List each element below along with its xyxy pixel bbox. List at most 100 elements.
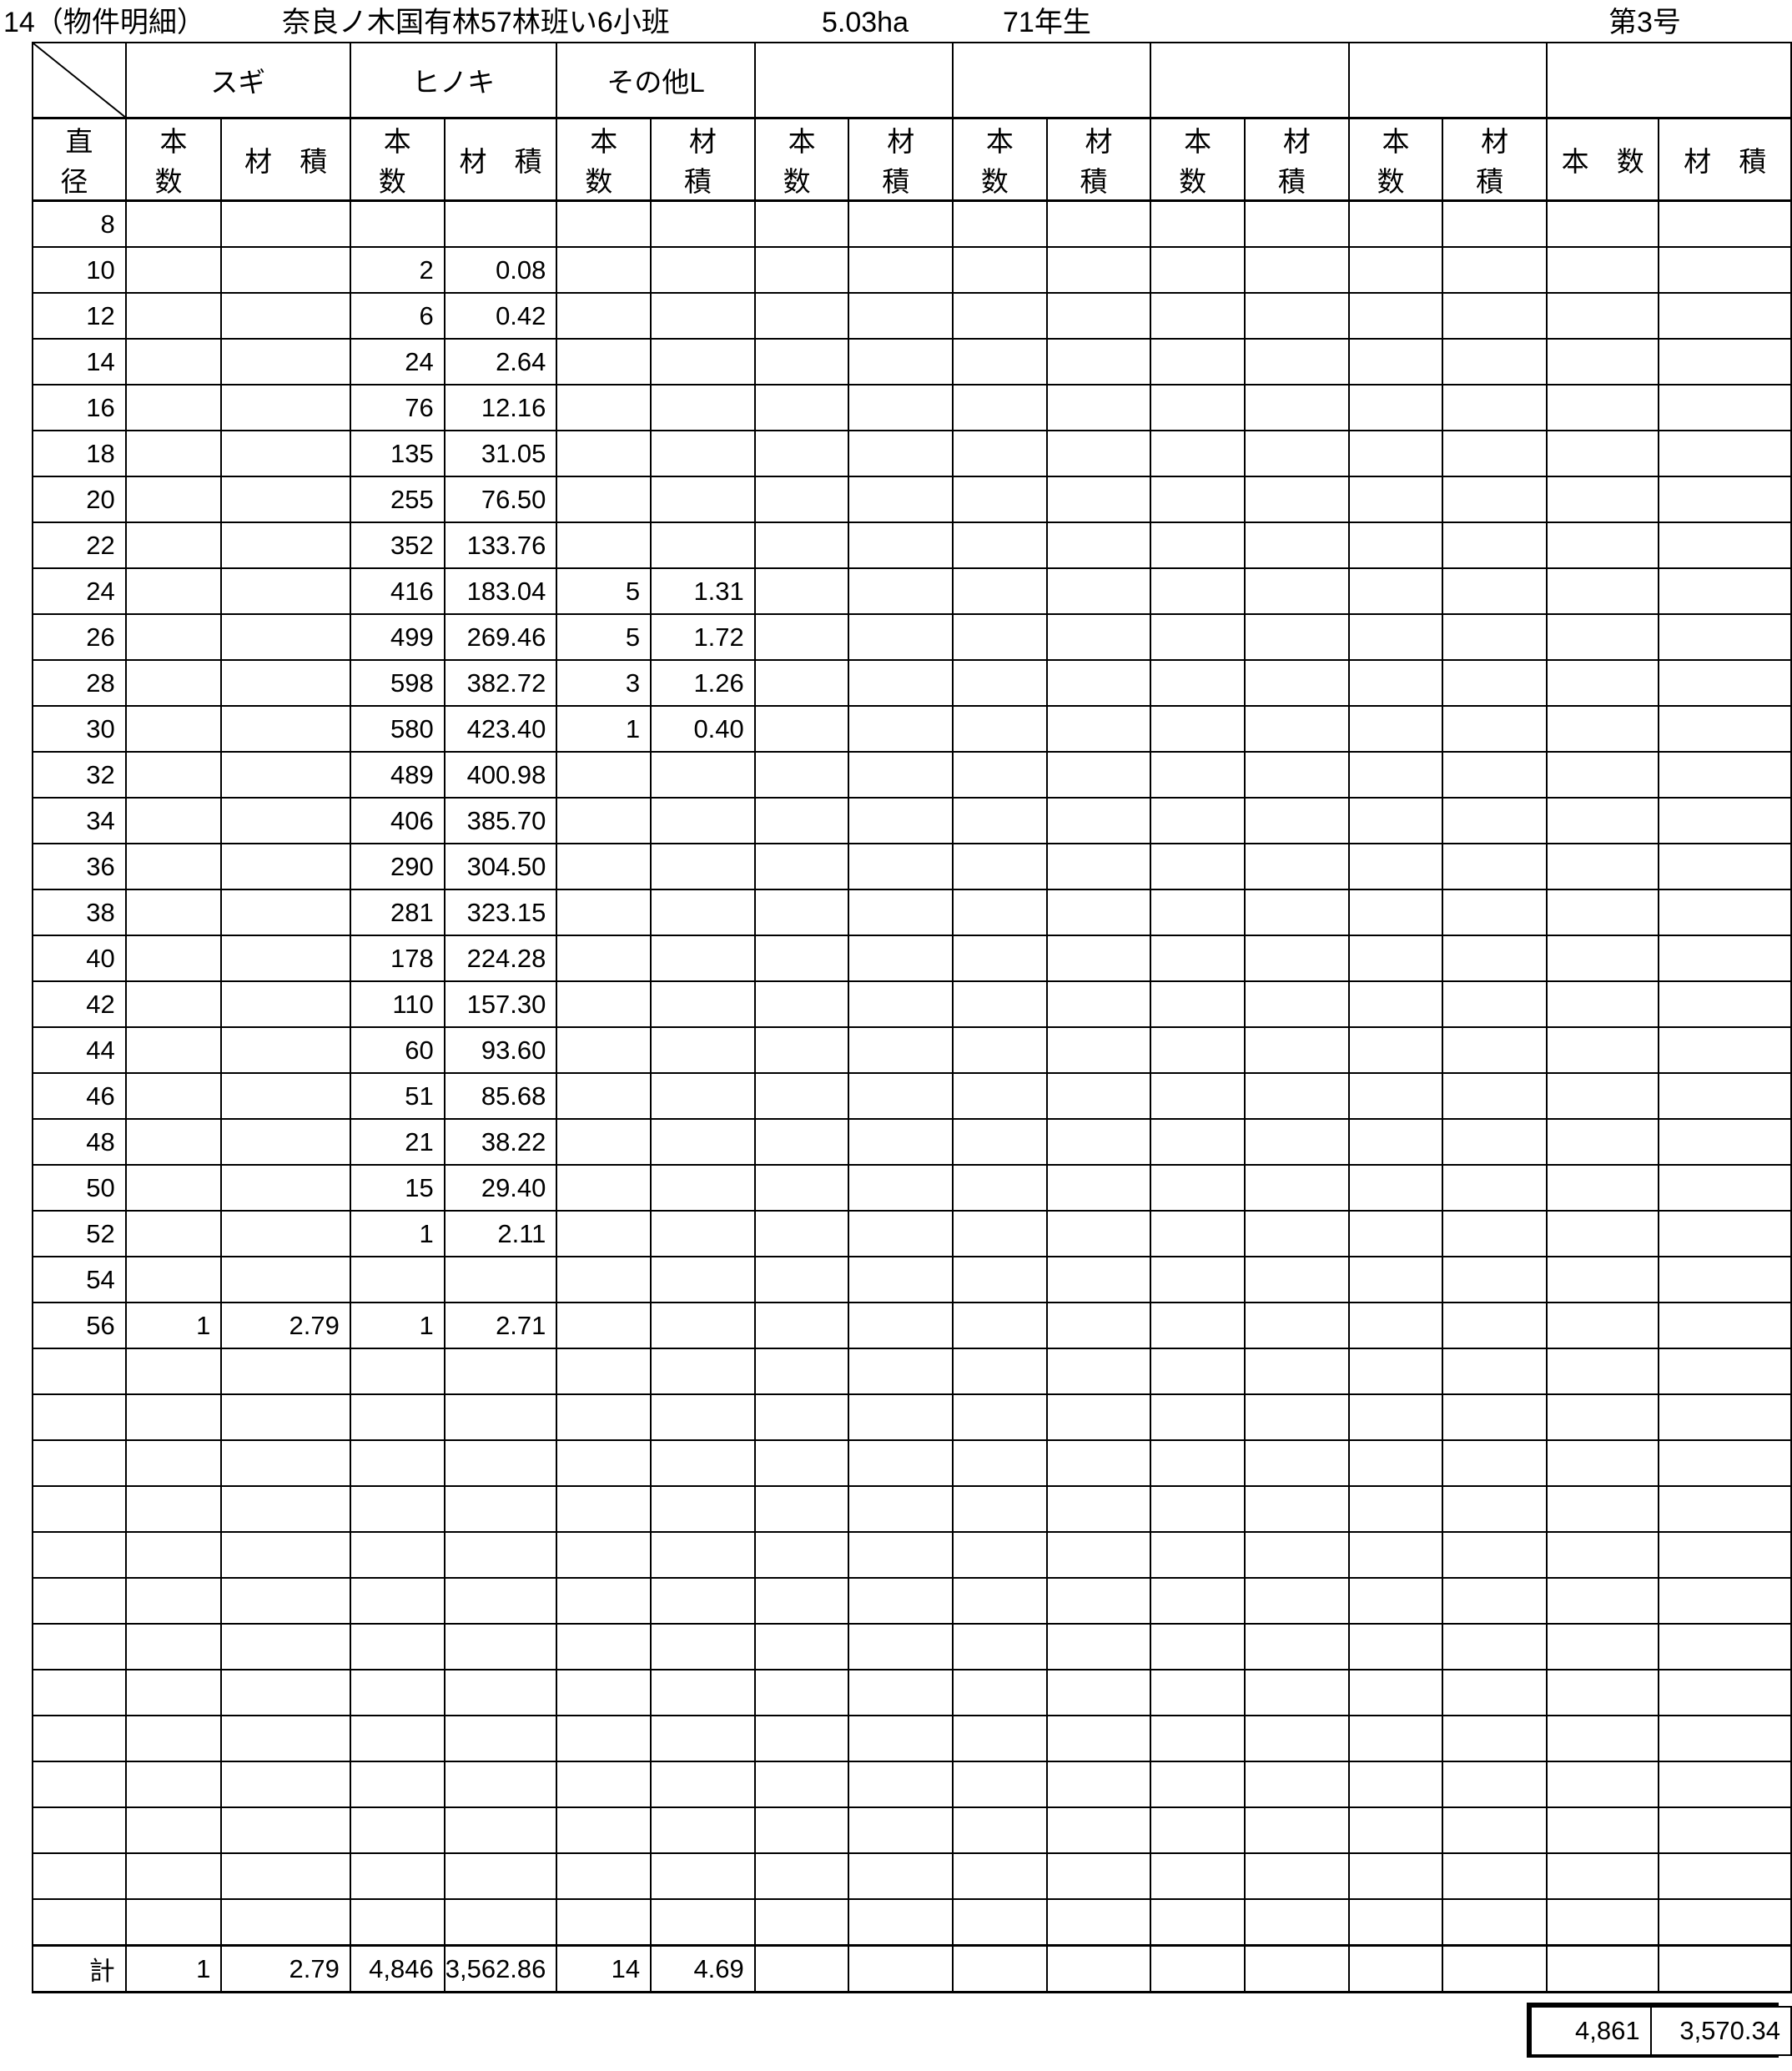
count-cell-5: [952, 1944, 1048, 1993]
volume-cell-8: [1658, 338, 1792, 385]
count-cell-1: [124, 980, 223, 1028]
volume-header-5: 材 積: [1045, 117, 1152, 202]
count-cell-2: 580: [349, 705, 445, 753]
diameter-cell: [32, 1623, 127, 1670]
volume-cell-5: [1045, 751, 1152, 799]
table-row: 52 1 2.11: [32, 1210, 1792, 1257]
volume-cell-7: [1442, 246, 1548, 294]
volume-cell-4: [848, 751, 954, 799]
table-row: 28 598 382.72 3 1.26: [32, 659, 1792, 707]
volume-cell-3: [650, 1302, 756, 1349]
volume-cell-7: [1442, 384, 1548, 431]
count-cell-4: [753, 1577, 850, 1625]
count-cell-3: [556, 292, 652, 340]
count-cell-2: 135: [349, 430, 445, 477]
volume-cell-3: [650, 246, 756, 294]
count-cell-1: [124, 1439, 223, 1487]
volume-cell-5: [1045, 705, 1152, 753]
volume-cell-8: [1658, 797, 1792, 844]
count-cell-5: [952, 980, 1048, 1028]
volume-cell-6: [1244, 1256, 1350, 1303]
count-cell-6: [1150, 292, 1246, 340]
volume-cell-7: [1442, 1210, 1548, 1257]
volume-cell-7: [1442, 1026, 1548, 1074]
volume-cell-7: [1442, 1898, 1548, 1947]
count-cell-5: [952, 613, 1048, 661]
volume-cell-4: [848, 1348, 954, 1395]
count-cell-5: [952, 1302, 1048, 1349]
volume-cell-5: [1045, 1623, 1152, 1670]
count-cell-7: [1347, 1164, 1444, 1212]
volume-cell-7: [1442, 522, 1548, 569]
count-cell-2: 110: [349, 980, 445, 1028]
volume-cell-7: [1442, 659, 1548, 707]
count-cell-1: [124, 1852, 223, 1900]
volume-cell-8: [1658, 1715, 1792, 1762]
volume-cell-8: [1658, 292, 1792, 340]
volume-cell-6: [1244, 843, 1350, 890]
count-cell-2: 24: [349, 338, 445, 385]
count-cell-1: [124, 1898, 223, 1947]
count-cell-2: 489: [349, 751, 445, 799]
count-cell-4: [753, 430, 850, 477]
count-cell-8: [1545, 567, 1660, 615]
volume-cell-2: 183.04: [443, 567, 558, 615]
count-cell-7: [1347, 843, 1444, 890]
grand-total-table: 4,861 3,570.34: [1530, 2006, 1792, 2056]
diameter-cell: 20: [32, 476, 127, 523]
count-cell-3: 3: [556, 659, 652, 707]
table-row: 38 281 323.15: [32, 889, 1792, 936]
volume-cell-3: [650, 1852, 756, 1900]
count-cell-7: [1347, 1806, 1444, 1854]
count-cell-8: [1545, 659, 1660, 707]
count-cell-1: [124, 1118, 223, 1166]
count-cell-1: [124, 1210, 223, 1257]
volume-cell-4: [848, 659, 954, 707]
volume-cell-1: [220, 567, 351, 615]
table-row: 56 1 2.79 1 2.71: [32, 1302, 1792, 1349]
count-cell-6: [1150, 797, 1246, 844]
count-cell-2: 178: [349, 935, 445, 982]
volume-cell-5: [1045, 1669, 1152, 1716]
volume-cell-6: [1244, 935, 1350, 982]
count-cell-4: [753, 1531, 850, 1579]
volume-cell-7: [1442, 1302, 1548, 1349]
count-cell-1: [124, 1256, 223, 1303]
volume-cell-3: [650, 476, 756, 523]
count-cell-2: [349, 1485, 445, 1533]
count-cell-8: [1545, 935, 1660, 982]
count-cell-8: [1545, 797, 1660, 844]
diameter-cell: 32: [32, 751, 127, 799]
count-cell-4: [753, 659, 850, 707]
count-cell-3: [556, 980, 652, 1028]
volume-cell-5: [1045, 843, 1152, 890]
volume-cell-7: [1442, 980, 1548, 1028]
count-cell-2: 416: [349, 567, 445, 615]
volume-cell-5: [1045, 1348, 1152, 1395]
volume-cell-6: [1244, 751, 1350, 799]
count-cell-1: [124, 705, 223, 753]
count-cell-7: [1347, 246, 1444, 294]
volume-cell-5: [1045, 1439, 1152, 1487]
volume-cell-3: [650, 522, 756, 569]
count-cell-5: [952, 1761, 1048, 1808]
count-cell-2: 1: [349, 1302, 445, 1349]
count-cell-5: [952, 338, 1048, 385]
diagonal-slash-icon: [33, 43, 125, 117]
volume-cell-1: [220, 1393, 351, 1441]
count-cell-8: [1545, 1439, 1660, 1487]
diameter-cell: 52: [32, 1210, 127, 1257]
count-header-1: 本 数: [124, 117, 223, 202]
diameter-cell: 8: [32, 199, 127, 248]
count-cell-3: [556, 1072, 652, 1120]
count-cell-8: [1545, 1393, 1660, 1441]
count-cell-7: [1347, 1898, 1444, 1947]
count-cell-4: [753, 338, 850, 385]
count-cell-2: 4,846: [349, 1944, 445, 1993]
count-cell-8: [1545, 1669, 1660, 1716]
volume-cell-7: [1442, 1669, 1548, 1716]
table-row-blank: [32, 1852, 1792, 1900]
volume-cell-4: [848, 1806, 954, 1854]
diameter-cell: 14: [32, 338, 127, 385]
volume-cell-3: [650, 1439, 756, 1487]
